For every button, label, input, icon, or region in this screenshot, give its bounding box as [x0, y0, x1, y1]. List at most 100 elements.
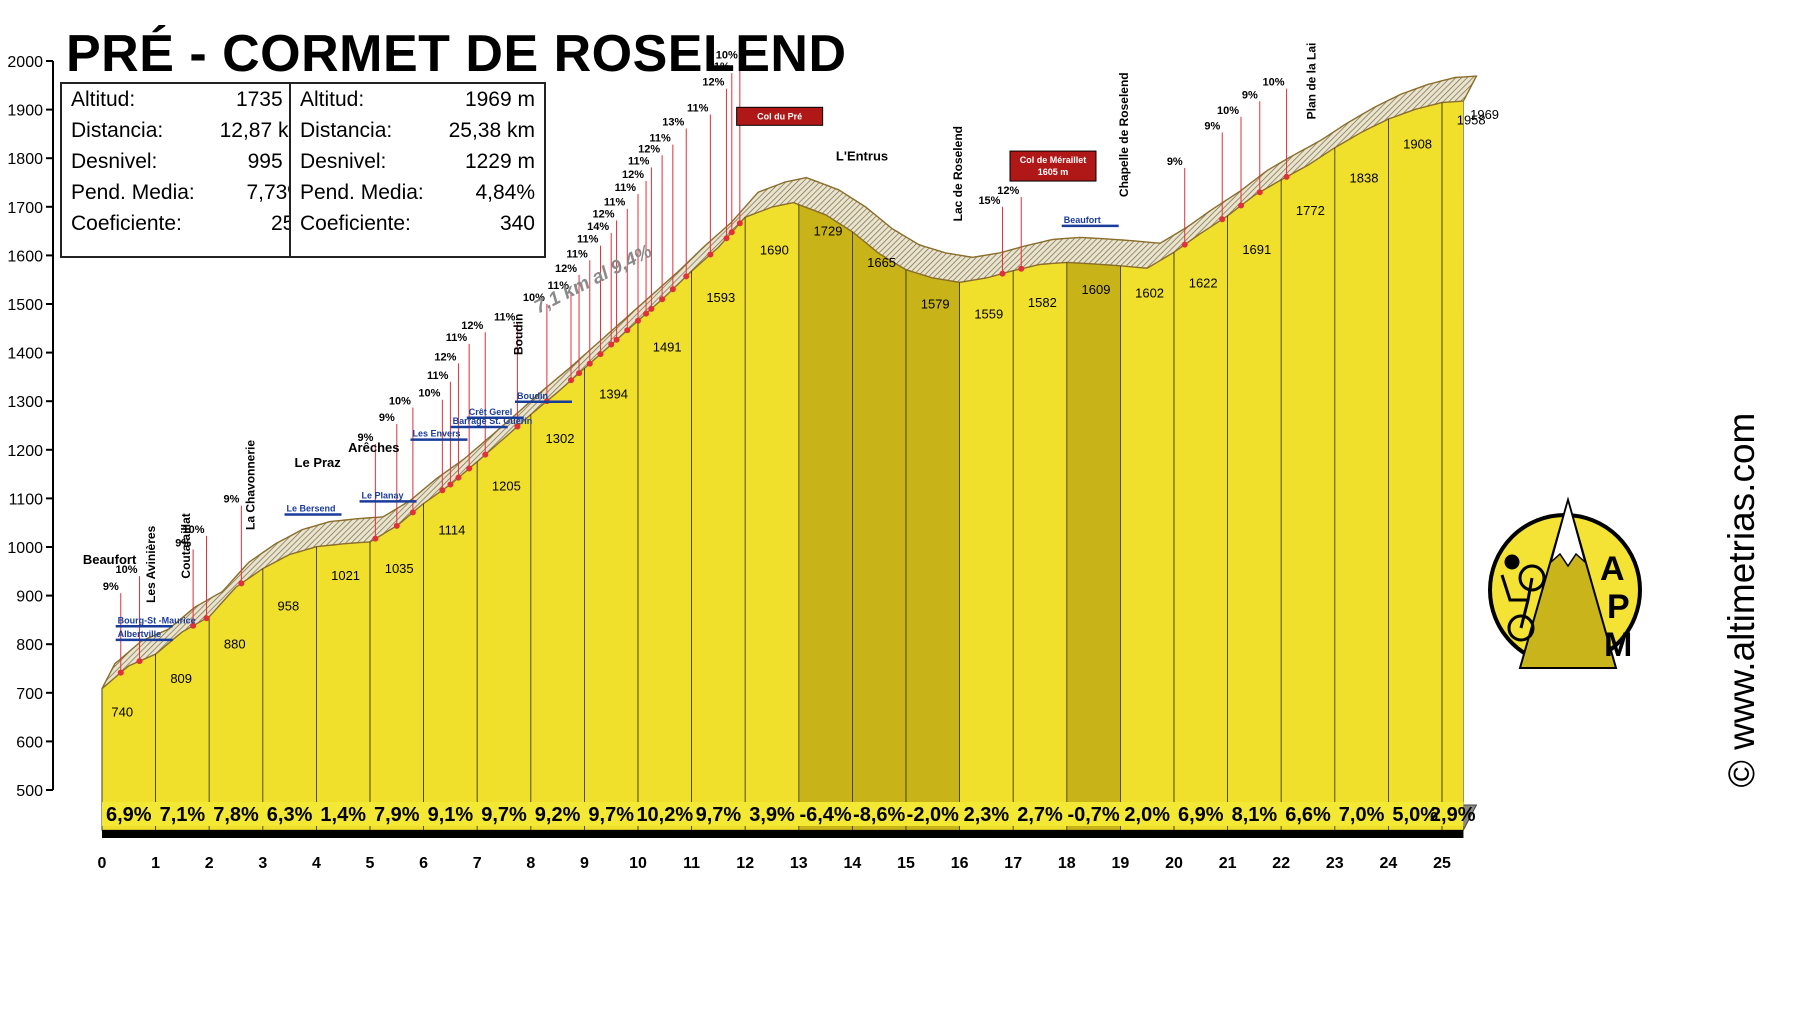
- altitude-label: 1691: [1242, 242, 1271, 257]
- altitude-label: 1622: [1189, 276, 1218, 291]
- grade-flag-dot: [999, 270, 1006, 277]
- grade-flag-dot: [669, 286, 676, 293]
- grade-flag-label: 11%: [494, 311, 516, 323]
- grade-flag-label: 11%: [566, 248, 588, 260]
- y-tick-label: 1200: [7, 443, 43, 460]
- stat-label: Altitud:: [300, 88, 365, 111]
- altitude-label: 1772: [1296, 203, 1325, 218]
- grade-flag-label: 12%: [461, 320, 483, 332]
- x-tick-label: 12: [736, 855, 754, 872]
- x-tick-label: 25: [1433, 855, 1451, 872]
- km-grade-label: 2,0%: [1124, 804, 1170, 826]
- km-slab: [316, 541, 371, 831]
- road-sign-label: Le Bersend: [287, 504, 336, 514]
- stat-value: 340: [499, 212, 535, 235]
- road-sign-label: Albertville: [118, 629, 162, 639]
- summit-sign-label: Col de Méraillet: [1020, 155, 1087, 165]
- stat-row: Pend. Media: 7,73%: [62, 177, 315, 208]
- chart-title: PRÉ - CORMET DE ROSELEND: [66, 25, 847, 83]
- grade-flag-label: 11%: [687, 102, 709, 114]
- km-grade-label: 9,7%: [481, 804, 527, 826]
- km-slab: [1280, 147, 1336, 831]
- grade-flag-label: 11%: [615, 182, 637, 194]
- stat-label: Coeficiente:: [71, 212, 182, 235]
- website-text: © www.altimetrias.com: [1721, 412, 1762, 788]
- road-sign-label: Le Planay: [362, 490, 404, 500]
- grade-flag-label: 9%: [1204, 120, 1220, 132]
- apm-logo-snowcap: [1549, 497, 1587, 568]
- grade-flag-label: 12%: [555, 263, 577, 275]
- grade-flag-label: 9%: [1167, 156, 1183, 168]
- y-tick-label: 1800: [7, 151, 43, 168]
- grade-flag-dot: [190, 622, 197, 629]
- grade-flag-label: 11%: [427, 370, 449, 382]
- apm-letter: A: [1600, 550, 1625, 588]
- km-slab: [744, 202, 800, 831]
- grade-flag-dot: [613, 336, 620, 343]
- grade-flag-label: 9%: [175, 537, 191, 549]
- stat-row: Desnivel: 1229 m: [291, 146, 544, 177]
- x-tick-label: 13: [790, 855, 808, 872]
- road-sign-label: Boudin: [517, 391, 548, 401]
- km-grade-label: 2,3%: [964, 804, 1010, 826]
- grade-flag-dot: [624, 327, 631, 334]
- km-grade-label: -0,7%: [1067, 804, 1119, 826]
- stat-row: Altitud: 1969 m: [291, 84, 544, 115]
- km-slab: [1388, 102, 1443, 831]
- km-grade-label: 9,7%: [588, 804, 634, 826]
- grade-flag-label: 11%: [628, 155, 650, 167]
- grade-flag-label: 11%: [708, 61, 730, 73]
- stat-row: Coeficiente: 340: [291, 208, 544, 239]
- altitude-label: 1602: [1135, 285, 1164, 300]
- stat-value: 1969 m: [464, 88, 535, 111]
- place-label: Coutafaillat: [179, 513, 193, 578]
- km-grade-label: 6,6%: [1285, 804, 1331, 826]
- summit-sign: [1009, 150, 1097, 182]
- altitude-label: 1582: [1028, 295, 1057, 310]
- grade-flag-dot: [1238, 202, 1244, 209]
- grade-flag-dot: [1219, 216, 1226, 223]
- km-slab: [959, 270, 1014, 831]
- altitude-label: 1690: [760, 243, 789, 258]
- km-slab: [1012, 262, 1068, 831]
- grade-flag-dot: [1018, 265, 1025, 272]
- stat-value: 1735 m: [235, 88, 306, 111]
- x-tick-label: 15: [897, 855, 915, 872]
- road-sign-label: Les Envers: [412, 429, 460, 439]
- altitude-label: 1302: [546, 431, 575, 446]
- road-sign-label: Barrage St. Guérin: [453, 416, 533, 426]
- stat-label: Pend. Media:: [300, 181, 424, 204]
- altitude-label: 1665: [867, 255, 896, 270]
- x-tick-label: 3: [258, 855, 267, 872]
- altitude-label: 740: [111, 704, 133, 719]
- grade-flag-label: 9%: [1242, 89, 1258, 101]
- road-band: [101, 75, 1478, 690]
- altitude-label: 1969: [1470, 107, 1499, 122]
- stat-row: Pend. Media: 4,84%: [291, 177, 544, 208]
- grade-flag-label: 15%: [978, 195, 1000, 207]
- km-grade-label: 3,9%: [749, 804, 795, 826]
- x-tick-label: 7: [473, 855, 482, 872]
- altitude-label: 1838: [1350, 171, 1379, 186]
- y-tick-label: 1100: [9, 491, 44, 508]
- summit-sign-label: Col du Pré: [757, 111, 802, 121]
- altitude-label: 1559: [974, 306, 1003, 321]
- x-tick-label: 22: [1272, 855, 1290, 872]
- km-slab: [1120, 251, 1175, 831]
- stat-label: Coeficiente:: [300, 212, 411, 235]
- place-label: Arêches: [348, 440, 399, 455]
- road-sign-label: Crêt Gerel: [469, 407, 513, 417]
- grade-flag-dot: [455, 474, 462, 481]
- y-axis: 500 600 700 800 900 1000 1100 1200 1300 1400 1500 1…: [7, 54, 54, 800]
- x-tick-label: 24: [1380, 855, 1398, 872]
- x-tick-label: 1: [151, 855, 160, 872]
- grade-flag-label: 10%: [182, 524, 204, 536]
- grade-flag-dot: [238, 580, 245, 587]
- km-grade-label: -6,4%: [799, 804, 851, 826]
- x-axis: 0 1 2 3 4 5 6 7 8 9 10 11 12 13 14 15 16 17 18 19 20 21 22 23 24…: [98, 802, 1476, 872]
- km-slab: [1173, 215, 1228, 831]
- km-grade-label: 6,9%: [1178, 804, 1224, 826]
- km-slab: [1441, 100, 1464, 831]
- km-slab: [798, 204, 853, 831]
